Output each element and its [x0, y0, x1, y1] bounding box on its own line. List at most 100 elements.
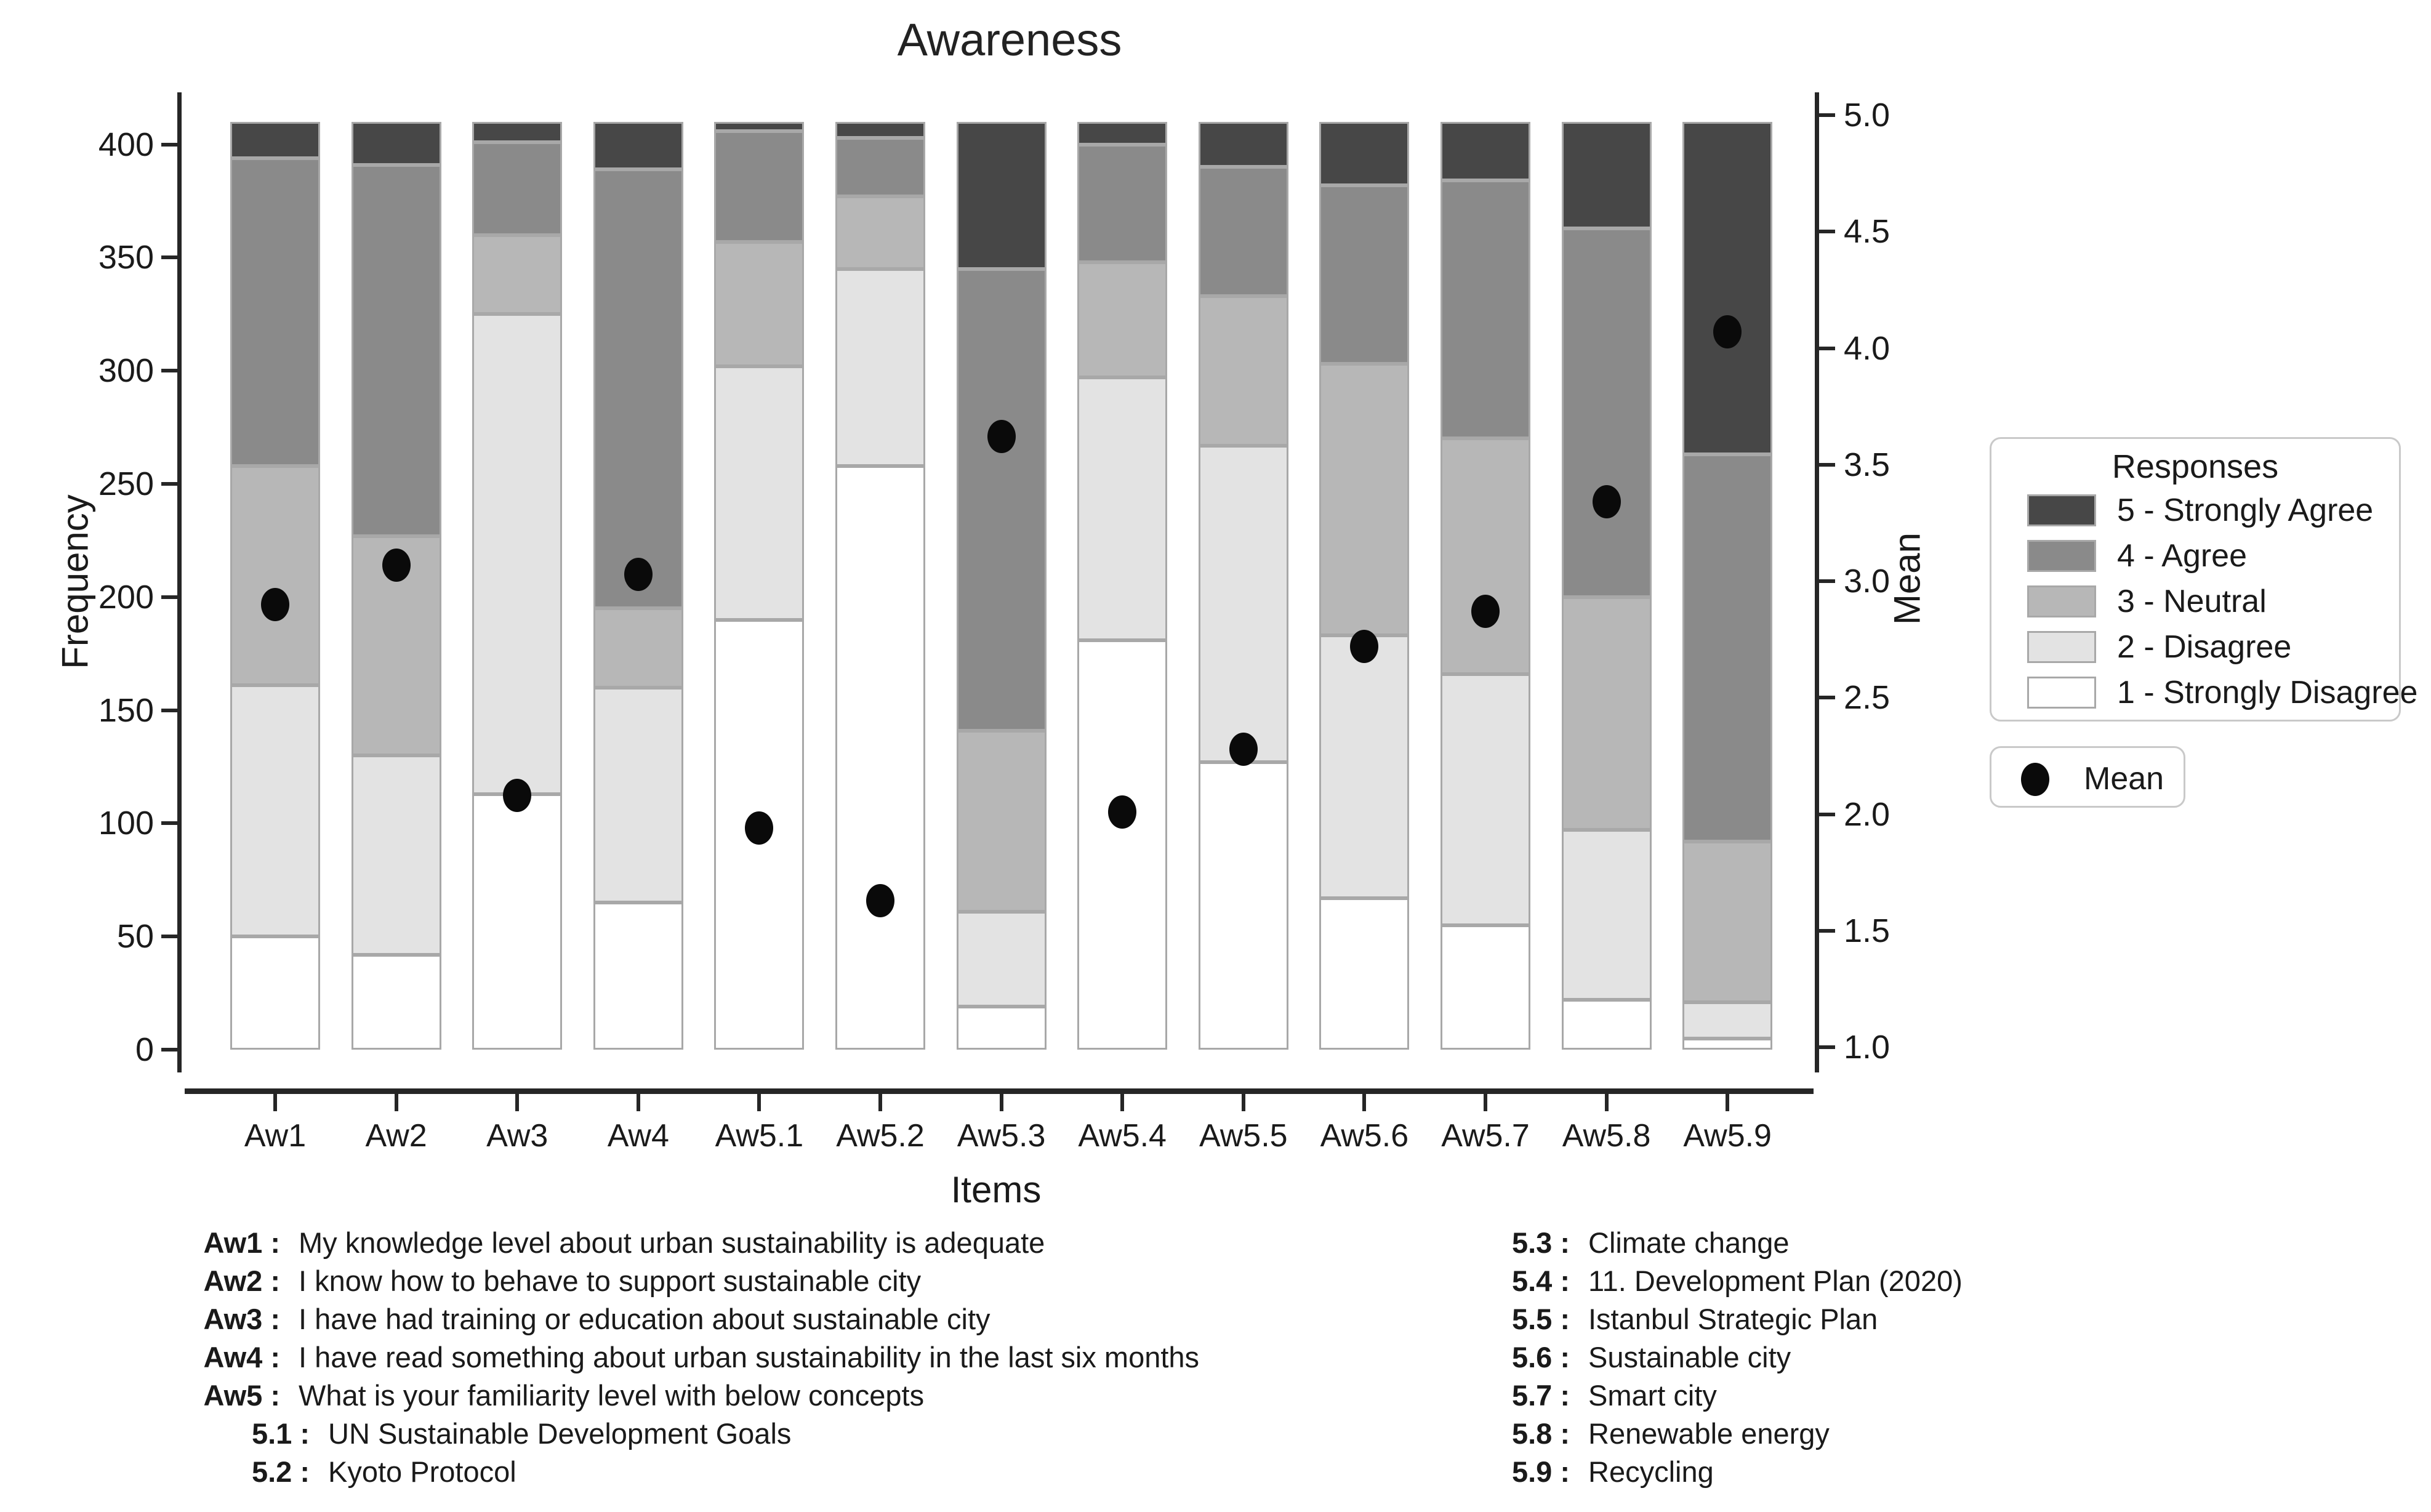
y-left-tick-mark [161, 595, 177, 599]
responses-legend: Responses 5 - Strongly Agree 4 - Agree 3 -… [1990, 437, 2417, 722]
bar-segment [1077, 262, 1168, 378]
definition-row: Aw5 : What is your familiarity level with… [139, 1377, 925, 1415]
y-right-tick-label: 2.0 [1844, 795, 1891, 833]
bar-segment [351, 121, 441, 165]
mean-legend-label: Mean [2084, 761, 2164, 797]
bar-segment [956, 730, 1047, 912]
bar-segment [593, 687, 683, 903]
definition-text: What is your familiarity level with belo… [299, 1379, 925, 1412]
x-tick-label: Aw5.4 [1078, 1118, 1167, 1154]
mean-dot [503, 779, 532, 813]
bar-segment [230, 121, 320, 158]
x-tick-mark [1120, 1094, 1125, 1111]
x-tick-mark [1726, 1094, 1730, 1111]
definition-text: Climate change [1588, 1226, 1790, 1259]
bar-segment [351, 755, 441, 955]
bar-segment [593, 608, 683, 688]
y-right-tick-mark [1819, 1045, 1835, 1049]
legend-swatch [2027, 631, 2096, 663]
x-tick-mark [878, 1094, 882, 1111]
definition-key: Aw3 : [203, 1303, 281, 1335]
definition-row: 5.8 : Renewable energy [1434, 1415, 1830, 1453]
y-left-tick-label: 150 [98, 691, 154, 729]
x-tick-label: Aw5.5 [1199, 1118, 1288, 1154]
x-tick-label: Aw5.6 [1320, 1118, 1409, 1154]
mean-dot [382, 548, 411, 582]
definition-key: 5.5 : [1511, 1303, 1570, 1335]
legend-title: Responses [2112, 448, 2279, 485]
y-right-tick-label: 4.5 [1844, 213, 1891, 251]
x-tick-label: Aw5.9 [1683, 1118, 1772, 1154]
mean-dot [987, 420, 1016, 454]
mean-dot [1108, 795, 1137, 829]
y-left-tick-label: 0 [135, 1031, 154, 1068]
definition-text: Renewable energy [1588, 1417, 1830, 1450]
legend-swatch [2027, 677, 2096, 709]
definition-row: Aw4 : I have read something about urban s… [139, 1338, 1200, 1377]
definition-text: I know how to behave to support sustaina… [299, 1265, 922, 1297]
bar-segment [835, 465, 925, 1050]
definition-key: 5.4 : [1511, 1265, 1570, 1297]
y-left-tick-mark [161, 708, 177, 712]
y-left-tick-label: 100 [98, 805, 154, 842]
definition-text: 11. Development Plan (2020) [1588, 1265, 1963, 1297]
bar-segment [593, 121, 683, 170]
bar-segment [1077, 144, 1168, 262]
bar-segment [1441, 674, 1530, 925]
bar-segment [1561, 1000, 1652, 1050]
x-tick-label: Aw5.8 [1562, 1118, 1651, 1154]
y-right-tick-mark [1819, 696, 1835, 700]
definition-row: 5.5 : Istanbul Strategic Plan [1434, 1300, 1878, 1338]
x-tick-mark [273, 1094, 277, 1111]
bar-segment [1198, 445, 1288, 763]
bar-segment [1561, 830, 1652, 1000]
definition-key: 5.8 : [1511, 1417, 1570, 1450]
y-right-tick-mark [1819, 579, 1835, 583]
bar-segment [472, 794, 563, 1050]
mean-dot [624, 557, 653, 591]
bar-segment [230, 158, 320, 466]
bar-segment [1441, 925, 1530, 1050]
definition-key: 5.1 : [251, 1417, 310, 1450]
mean-dot [1471, 595, 1500, 629]
bar-segment [1319, 635, 1410, 898]
x-tick-label: Aw5.3 [957, 1118, 1046, 1154]
definition-key: 5.2 : [251, 1455, 310, 1488]
bar-segment [593, 169, 683, 609]
bar-segment [1682, 1002, 1773, 1039]
y-right-tick-label: 3.0 [1844, 563, 1891, 600]
bar-segment [1077, 121, 1168, 145]
bar-segment [956, 911, 1047, 1007]
y-right-tick-mark [1819, 812, 1835, 816]
mean-legend: Mean [1990, 746, 2185, 808]
bar-segment [714, 131, 805, 242]
definition-key: Aw4 : [203, 1341, 281, 1373]
definition-row: 5.4 : 11. Development Plan (2020) [1434, 1262, 1963, 1300]
definition-row: Aw1 : My knowledge level about urban sust… [139, 1224, 1045, 1262]
x-tick-label: Aw3 [486, 1118, 548, 1154]
bar-segment [1682, 454, 1773, 842]
bar-segment [714, 366, 805, 620]
bar-segment [472, 314, 563, 794]
definition-text: Recycling [1588, 1455, 1714, 1488]
bar-segment [1319, 364, 1410, 636]
definition-key: 5.3 : [1511, 1226, 1570, 1259]
definition-key: Aw2 : [203, 1265, 281, 1297]
bar-segment [230, 936, 320, 1050]
mean-dot [866, 883, 894, 917]
bar-segment [230, 465, 320, 686]
x-tick-mark [1362, 1094, 1367, 1111]
y-right-spine [1815, 92, 1819, 1072]
definition-text: I have read something about urban sustai… [299, 1341, 1200, 1373]
definition-key: 5.6 : [1511, 1341, 1570, 1373]
y-right-tick-mark [1819, 346, 1835, 350]
bar-segment [1198, 762, 1288, 1050]
x-tick-mark [1484, 1094, 1487, 1111]
definition-row: 5.6 : Sustainable city [1434, 1338, 1791, 1377]
bar-segment [1077, 640, 1168, 1050]
y-left-tick-label: 200 [98, 578, 154, 616]
y-left-tick-mark [161, 821, 177, 826]
definition-row: 5.9 : Recycling [1434, 1453, 1714, 1491]
x-axis-title: Items [950, 1169, 1042, 1210]
y-left-tick-mark [161, 482, 177, 486]
